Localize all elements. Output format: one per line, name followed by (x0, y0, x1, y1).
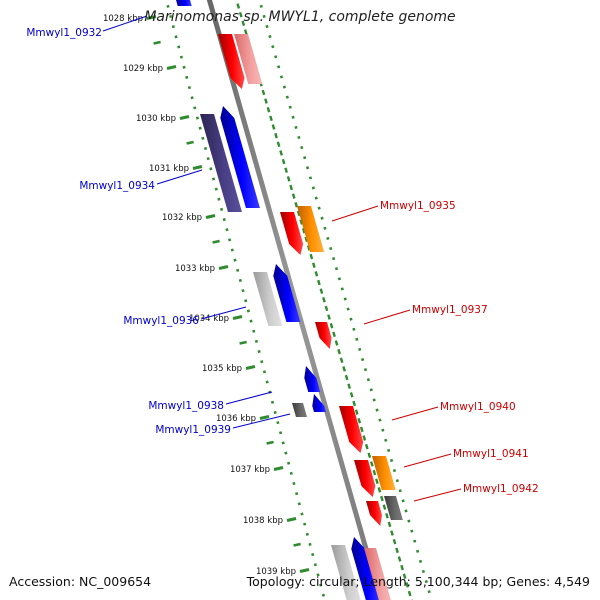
gene-arrow (384, 496, 403, 520)
ruler-tick (166, 65, 177, 70)
ruler-label: 1034 kbp (189, 314, 229, 324)
label-leader-line (403, 453, 452, 468)
ruler-minor-tick (266, 440, 274, 445)
gene-arrow (176, 0, 192, 6)
label-leader-line (391, 406, 439, 421)
gene-arrow (331, 545, 361, 600)
gene-label[interactable]: Mmwyl1_0940 (440, 401, 516, 413)
label-leader-line (200, 306, 247, 320)
ruler-label: 1035 kbp (202, 364, 242, 374)
ruler-minor-tick (293, 542, 301, 547)
gene-arrow (364, 548, 391, 600)
gene-arrow (354, 460, 376, 497)
gene-arrow (200, 114, 242, 212)
gene-label[interactable]: Mmwyl1_0932 (26, 27, 102, 39)
label-leader-line (331, 205, 379, 222)
accession-text: Accession: NC_009654 (9, 574, 152, 589)
label-leader-line (225, 391, 273, 405)
ruler-tick (259, 415, 270, 420)
ruler-tick (273, 466, 284, 471)
gene-arrow (351, 537, 380, 600)
gene-arrow (339, 406, 364, 453)
ruler-label: 1030 kbp (136, 114, 176, 124)
ruler-label: 1028 kbp (103, 14, 143, 24)
ruler-label: 1039 kbp (256, 567, 296, 577)
label-leader-line (413, 488, 462, 502)
ruler-tick (232, 315, 243, 320)
label-leader-line (363, 309, 411, 325)
gene-track (176, 0, 403, 600)
label-leader-line (102, 15, 148, 32)
gene-label[interactable]: Mmwyl1_0936 (123, 315, 199, 327)
ruler-tick (146, 15, 157, 20)
ruler-tick (245, 365, 256, 370)
ruler-tick (179, 115, 190, 120)
genome-title: Marinomonas sp. MWYL1, complete genome (144, 9, 456, 25)
gene-arrow (273, 264, 301, 322)
kbp-ruler: 1028 kbp 1029 kbp 1030 kbp 1031 kbp 1032 kbp… (103, 14, 310, 577)
ruler-tick (192, 165, 203, 170)
label-leader-line (232, 413, 291, 429)
ruler-tick (218, 265, 229, 270)
gene-arrow (218, 34, 245, 89)
ruler-tick (299, 568, 310, 573)
gene-arrow (366, 501, 382, 526)
ruler-minor-tick (186, 140, 194, 145)
gene-label[interactable]: Mmwyl1_0941 (453, 448, 529, 460)
ruler-label: 1037 kbp (230, 465, 270, 475)
ruler-minor-tick (212, 239, 220, 244)
label-leaders (102, 15, 462, 502)
gene-arrow (315, 322, 332, 349)
gene-arrow (372, 456, 396, 490)
gene-arrow (280, 212, 304, 255)
ruler-minor-tick (239, 340, 247, 345)
gene-arrow (292, 403, 307, 417)
ruler-minor-tick (153, 40, 161, 45)
gene-arrow (220, 106, 260, 208)
gene-label[interactable]: Mmwyl1_0942 (463, 483, 539, 495)
label-leader-line (156, 169, 203, 185)
ruler-tick (286, 517, 297, 522)
gene-arrow (234, 34, 263, 84)
gene-label[interactable]: Mmwyl1_0935 (380, 200, 456, 212)
ruler-tick (205, 214, 216, 219)
ruler-label: 1031 kbp (149, 164, 189, 174)
ruler-label: 1036 kbp (216, 414, 256, 424)
gene-label[interactable]: Mmwyl1_0938 (148, 400, 224, 412)
gene-arrow (304, 366, 321, 392)
gene-arrow (312, 394, 326, 412)
genome-backbone (206, 0, 384, 600)
gene-label[interactable]: Mmwyl1_0939 (155, 424, 231, 436)
ruler-label: 1032 kbp (162, 213, 202, 223)
gene-arrow (297, 206, 325, 252)
gene-arrow (253, 272, 283, 326)
gene-labels: Mmwyl1_0932 Mmwyl1_0934 Mmwyl1_0935 Mmwyl1_… (26, 27, 538, 495)
gene-label[interactable]: Mmwyl1_0934 (79, 180, 155, 192)
gene-label[interactable]: Mmwyl1_0937 (412, 304, 488, 316)
ruler-label: 1029 kbp (123, 64, 163, 74)
genome-summary-text: Topology: circular; Length: 5,100,344 bp… (246, 574, 590, 589)
ruler-label: 1033 kbp (175, 264, 215, 274)
guide-lines (164, 0, 433, 600)
ruler-label: 1038 kbp (243, 516, 283, 526)
